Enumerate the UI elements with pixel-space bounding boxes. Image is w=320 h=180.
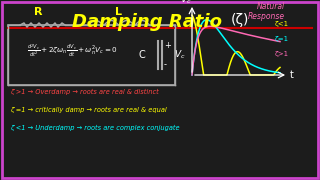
Text: ζ<1: ζ<1 [275, 21, 289, 27]
Text: Damping Ratio: Damping Ratio [72, 13, 222, 31]
Text: R: R [34, 7, 42, 17]
Text: L: L [115, 7, 122, 17]
Text: (ζ): (ζ) [230, 13, 249, 27]
Text: ζ <1 → Underdamp → roots are complex conjugate: ζ <1 → Underdamp → roots are complex con… [10, 125, 180, 131]
Text: C: C [138, 50, 145, 60]
Text: t: t [290, 70, 294, 80]
Text: ζ =1 → critically damp → roots are real & equal: ζ =1 → critically damp → roots are real … [10, 107, 167, 113]
Text: $V_c$: $V_c$ [174, 49, 186, 61]
Text: $\frac{d^2V_c}{dt^2}+2\zeta\omega_n\frac{dV_c}{dt}+\omega_n^2V_c=0$: $\frac{d^2V_c}{dt^2}+2\zeta\omega_n\frac… [27, 42, 117, 60]
Text: ζ >1 → Overdamp → roots are real & distinct: ζ >1 → Overdamp → roots are real & disti… [10, 89, 159, 95]
Text: -: - [164, 60, 167, 69]
Text: ζ=1: ζ=1 [275, 36, 289, 42]
Text: ζ>1: ζ>1 [275, 51, 289, 57]
Text: Natural
Response: Natural Response [248, 2, 285, 21]
Text: $V_c$: $V_c$ [180, 0, 192, 6]
Text: +: + [164, 40, 171, 50]
Bar [8, 25, 175, 85]
